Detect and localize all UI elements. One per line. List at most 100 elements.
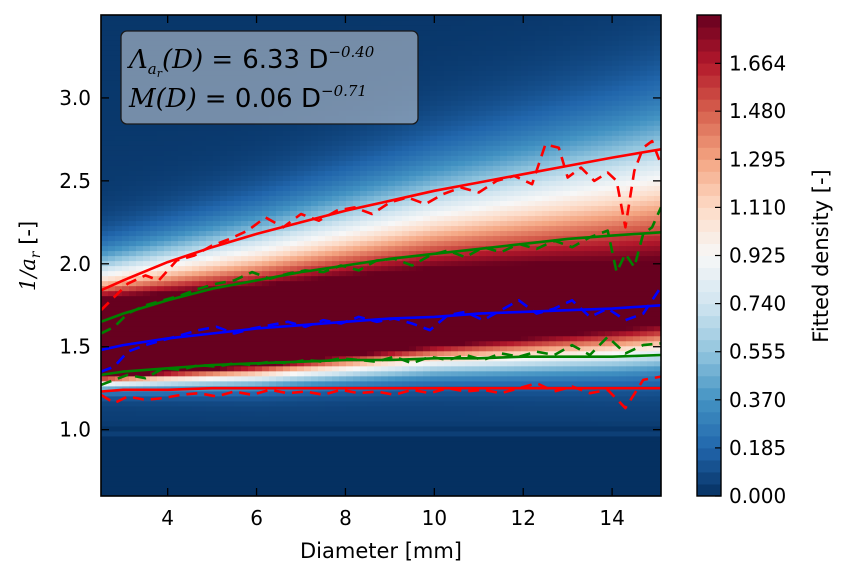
heatmap-cell [276,480,284,487]
heatmap-cell [346,400,354,407]
heatmap-cell [206,405,214,412]
heatmap-cell [122,235,130,242]
heatmap-cell [325,410,333,417]
heatmap-cell [262,130,270,136]
heatmap-cell [325,360,333,367]
heatmap-cell [101,225,109,232]
heatmap-cell [269,255,277,262]
heatmap-cell [374,475,382,482]
heatmap-cell [437,90,445,96]
heatmap-cell [290,300,298,307]
heatmap-cell [276,230,284,237]
heatmap-cell [192,230,200,237]
heatmap-cell [157,350,165,357]
heatmap-cell [199,345,207,352]
heatmap-cell [178,340,186,347]
heatmap-cell [185,215,193,222]
heatmap-cell [157,450,165,457]
heatmap-cell [353,145,361,151]
heatmap-cell [388,305,396,312]
heatmap-cell [248,220,256,227]
heatmap-cell [360,400,368,407]
heatmap-cell [381,440,389,447]
heatmap-cell [283,345,291,352]
heatmap-cell [283,400,291,407]
heatmap-cell [213,200,221,206]
heatmap-cell [304,325,312,332]
heatmap-cell [269,145,277,151]
heatmap-cell [339,260,347,267]
heatmap-cell [122,465,130,472]
heatmap-cell [388,225,396,232]
heatmap-cell [171,165,179,171]
heatmap-cell [227,125,235,131]
heatmap-cell [346,410,354,417]
heatmap-cell [192,310,200,317]
heatmap-cell [283,405,291,412]
heatmap-cell [395,25,403,31]
heatmap-cell [122,130,130,136]
heatmap-cell [192,470,200,477]
heatmap-cell [283,155,291,161]
heatmap-cell [136,25,144,31]
heatmap-cell [101,40,109,46]
heatmap-cell [199,250,207,257]
heatmap-cell [108,70,116,76]
heatmap-cell [444,95,452,101]
heatmap-cell [388,295,396,302]
heatmap-cell [339,245,347,252]
heatmap-cell [444,260,452,267]
heatmap-cell [157,320,165,327]
heatmap-cell [360,235,368,242]
heatmap-cell [185,490,193,496]
heatmap-cell [325,170,333,176]
heatmap-cell [248,440,256,447]
heatmap-cell [129,330,137,337]
heatmap-cell [304,450,312,457]
heatmap-cell [115,205,123,212]
heatmap-cell [444,425,452,432]
heatmap-cell [192,340,200,347]
heatmap-cell [199,145,207,151]
heatmap-cell [437,240,445,247]
heatmap-cell [388,320,396,327]
heatmap-cell [276,365,284,372]
heatmap-cell [346,265,354,272]
heatmap-cell [269,355,277,362]
heatmap-cell [178,265,186,272]
heatmap-cell [353,435,361,442]
heatmap-cell [192,180,200,186]
heatmap-cell [276,300,284,307]
heatmap-cell [290,410,298,417]
heatmap-cell [199,480,207,487]
heatmap-cell [101,90,109,96]
heatmap-cell [108,160,116,166]
heatmap-cell [297,430,305,437]
heatmap-cell [276,330,284,337]
heatmap-cell [325,455,333,462]
heatmap-cell [248,400,256,407]
heatmap-cell [395,470,403,477]
heatmap-cell [402,185,410,191]
heatmap-cell [220,425,228,432]
heatmap-cell [199,350,207,357]
heatmap-cell [437,365,445,372]
heatmap-cell [423,265,431,272]
heatmap-cell [423,365,431,372]
heatmap-cell [122,370,130,377]
heatmap-cell [290,375,298,382]
heatmap-cell [262,250,270,257]
heatmap-cell [444,480,452,487]
heatmap-cell [269,375,277,382]
heatmap-cell [206,355,214,362]
heatmap-cell [451,110,459,116]
heatmap-cell [416,450,424,457]
heatmap-cell [276,445,284,452]
heatmap-cell [360,365,368,372]
heatmap-cell [395,460,403,467]
heatmap-cell [276,320,284,327]
heatmap-cell [283,460,291,467]
heatmap-cell [290,395,298,402]
heatmap-cell [115,470,123,477]
heatmap-cell [367,440,375,447]
